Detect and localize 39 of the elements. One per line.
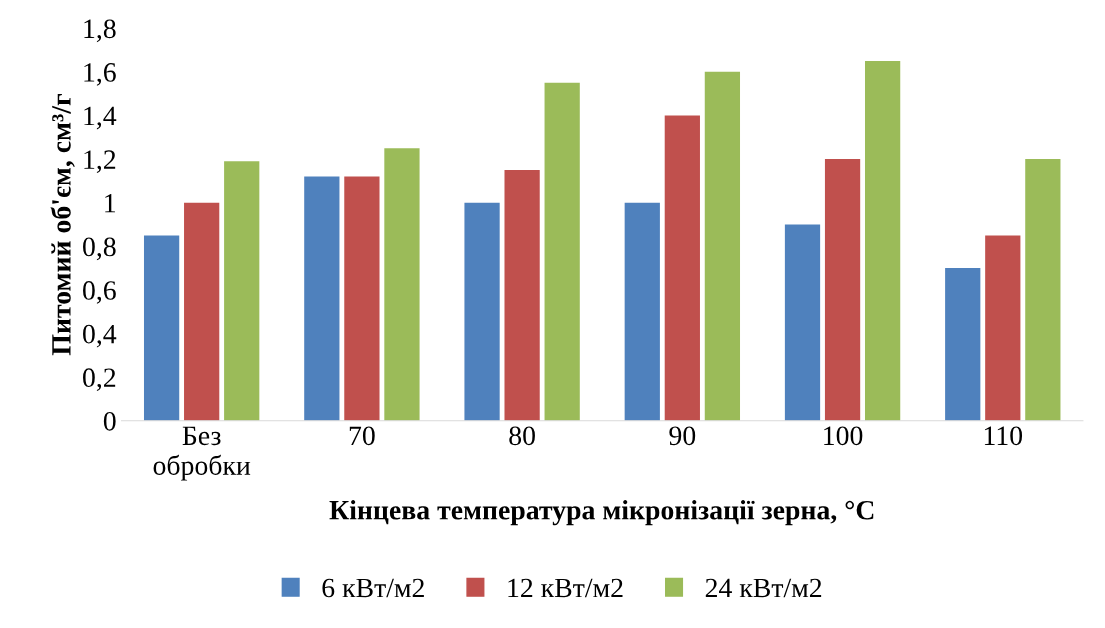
bar bbox=[624, 202, 660, 421]
y-tick-label: 0,8 bbox=[83, 237, 116, 261]
bar bbox=[784, 224, 821, 421]
y-axis-title: Питомий об'єм, см³/г bbox=[50, 94, 75, 356]
bar bbox=[464, 202, 500, 421]
y-tick-label: 1,4 bbox=[84, 106, 117, 130]
bar bbox=[344, 176, 380, 421]
x-tick-label: 100 bbox=[824, 426, 863, 446]
legend-label: 24 кВт/м2 bbox=[705, 578, 822, 598]
x-tick-label: 90 bbox=[669, 426, 696, 446]
bar bbox=[384, 148, 420, 421]
bar bbox=[224, 161, 260, 421]
y-tick-label: 0,4 bbox=[83, 324, 117, 348]
x-tick-label: 70 bbox=[349, 426, 375, 446]
y-tick-label: 1,6 bbox=[84, 63, 116, 86]
y-tick-label: 1,8 bbox=[84, 19, 116, 43]
bar bbox=[664, 115, 700, 421]
legend-label: 12 кВт/м2 bbox=[508, 578, 623, 598]
legend-label: 6 кВт/м2 bbox=[322, 578, 424, 598]
bar bbox=[824, 159, 861, 421]
bar bbox=[945, 268, 981, 421]
bar bbox=[864, 60, 901, 421]
y-tick-label: 0 bbox=[103, 411, 116, 431]
bar bbox=[544, 82, 580, 421]
x-axis-title: Кінцева температура мікронізації зерна, °C bbox=[329, 500, 874, 526]
bar bbox=[704, 71, 741, 421]
bar bbox=[985, 235, 1021, 421]
bar bbox=[304, 176, 340, 421]
bar bbox=[184, 202, 220, 421]
x-tick-label: 80 bbox=[509, 426, 535, 446]
bar bbox=[504, 170, 540, 421]
y-tick-label: 0,2 bbox=[83, 368, 116, 392]
bar bbox=[143, 235, 180, 421]
y-tick-label: 0,6 bbox=[83, 281, 116, 304]
y-tick-label: 1 bbox=[105, 194, 116, 213]
x-tick-label: 110 bbox=[984, 426, 1023, 446]
x-tick-label: Без обробки bbox=[153, 426, 251, 481]
bar bbox=[1025, 159, 1061, 421]
y-tick-label: 1,2 bbox=[84, 150, 116, 173]
